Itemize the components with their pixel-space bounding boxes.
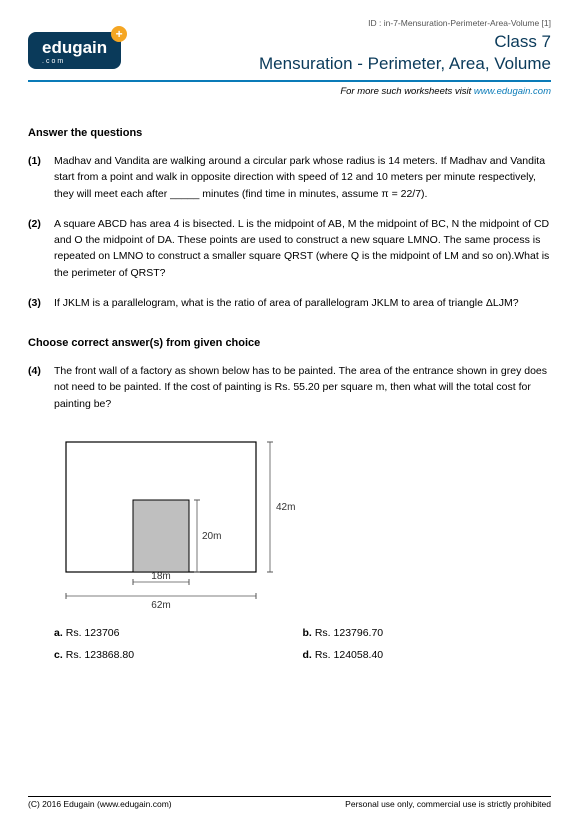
logo-text: edugain bbox=[42, 38, 107, 57]
q2-text: A square ABCD has area 4 is bisected. L … bbox=[54, 216, 551, 281]
header-rule bbox=[28, 80, 551, 82]
section1-head: Answer the questions bbox=[28, 127, 551, 139]
topic-line: Mensuration - Perimeter, Area, Volume bbox=[259, 54, 551, 74]
opt-b-letter: b. bbox=[303, 627, 312, 639]
option-a: a.Rs. 123706 bbox=[54, 627, 303, 639]
footer-left: (C) 2016 Edugain (www.edugain.com) bbox=[28, 799, 172, 809]
opt-b-text: Rs. 123796.70 bbox=[315, 627, 383, 639]
question-1: (1) Madhav and Vandita are walking aroun… bbox=[28, 153, 551, 202]
title-block: Class 7 Mensuration - Perimeter, Area, V… bbox=[259, 32, 551, 74]
visit-line: For more such worksheets visit www.eduga… bbox=[28, 86, 551, 97]
q1-text: Madhav and Vandita are walking around a … bbox=[54, 153, 551, 202]
opt-d-text: Rs. 124058.40 bbox=[315, 649, 383, 661]
opt-c-text: Rs. 123868.80 bbox=[66, 649, 134, 661]
q4-text: The front wall of a factory as shown bel… bbox=[54, 363, 551, 412]
opt-d-letter: d. bbox=[303, 649, 312, 661]
opt-c-letter: c. bbox=[54, 649, 63, 661]
logo-dotcom: .com bbox=[42, 58, 107, 65]
opt-a-text: Rs. 123706 bbox=[66, 627, 120, 639]
logo-plus-icon: + bbox=[111, 26, 127, 42]
visit-link[interactable]: www.edugain.com bbox=[474, 86, 551, 97]
svg-text:20m: 20m bbox=[202, 531, 221, 542]
svg-text:18m: 18m bbox=[151, 571, 170, 582]
doc-id: ID : in-7-Mensuration-Perimeter-Area-Vol… bbox=[28, 18, 551, 28]
footer-right: Personal use only, commercial use is str… bbox=[345, 799, 551, 809]
visit-prefix: For more such worksheets visit bbox=[340, 86, 474, 97]
footer: (C) 2016 Edugain (www.edugain.com) Perso… bbox=[28, 796, 551, 809]
q4-num: (4) bbox=[28, 363, 54, 412]
question-4: (4) The front wall of a factory as shown… bbox=[28, 363, 551, 412]
q1-num: (1) bbox=[28, 153, 54, 202]
option-b: b.Rs. 123796.70 bbox=[303, 627, 552, 639]
option-c: c.Rs. 123868.80 bbox=[54, 649, 303, 661]
class-line: Class 7 bbox=[259, 32, 551, 52]
question-3: (3) If JKLM is a parallelogram, what is … bbox=[28, 295, 551, 311]
options: a.Rs. 123706 b.Rs. 123796.70 c.Rs. 12386… bbox=[54, 627, 551, 671]
q3-text: If JKLM is a parallelogram, what is the … bbox=[54, 295, 551, 311]
option-d: d.Rs. 124058.40 bbox=[303, 649, 552, 661]
q3-num: (3) bbox=[28, 295, 54, 311]
logo: edugain .com + bbox=[28, 32, 121, 69]
question-2: (2) A square ABCD has area 4 is bisected… bbox=[28, 216, 551, 281]
section2-head: Choose correct answer(s) from given choi… bbox=[28, 337, 551, 349]
figure: 42m 20m 18m 62m bbox=[56, 434, 551, 609]
header: edugain .com + Class 7 Mensuration - Per… bbox=[28, 32, 551, 74]
opt-a-letter: a. bbox=[54, 627, 63, 639]
svg-text:42m: 42m bbox=[276, 502, 295, 513]
q2-num: (2) bbox=[28, 216, 54, 281]
svg-text:62m: 62m bbox=[151, 600, 170, 609]
factory-diagram: 42m 20m 18m 62m bbox=[56, 434, 316, 609]
